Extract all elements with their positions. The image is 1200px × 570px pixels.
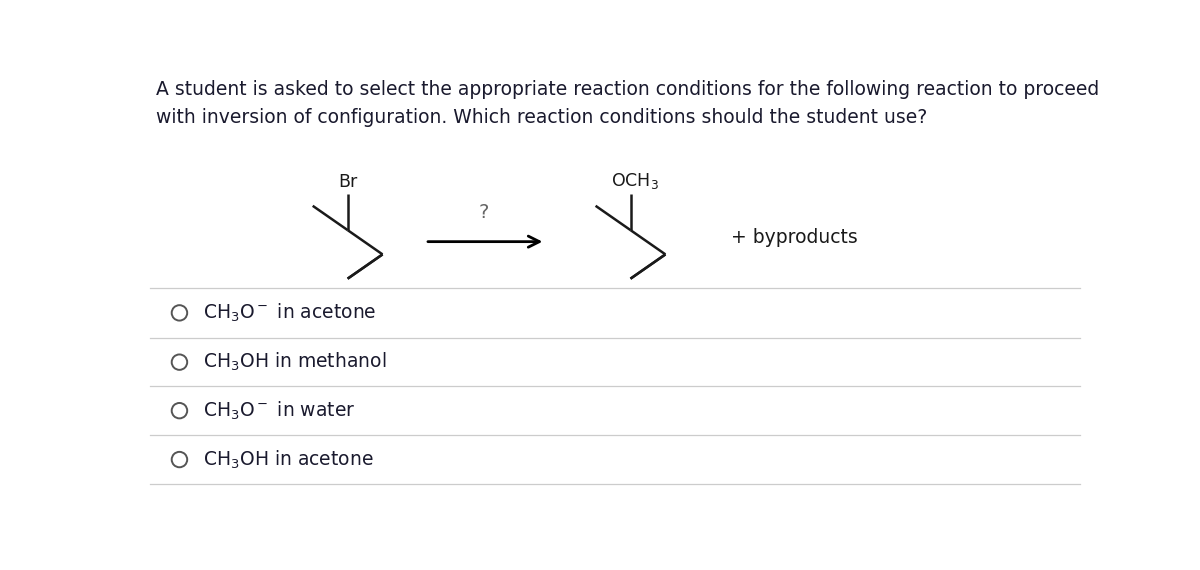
Text: A student is asked to select the appropriate reaction conditions for the followi: A student is asked to select the appropr… [156,80,1099,99]
Text: Br: Br [338,173,358,191]
Text: OCH$_3$: OCH$_3$ [611,171,659,191]
Text: with inversion of configuration. Which reaction conditions should the student us: with inversion of configuration. Which r… [156,108,928,128]
Text: ?: ? [478,203,488,222]
Text: CH$_3$OH in acetone: CH$_3$OH in acetone [203,449,373,471]
Text: CH$_3$OH in methanol: CH$_3$OH in methanol [203,351,386,373]
Text: CH$_3$O$^-$ in water: CH$_3$O$^-$ in water [203,400,355,422]
Text: CH$_3$O$^-$ in acetone: CH$_3$O$^-$ in acetone [203,302,376,324]
Text: + byproducts: + byproducts [731,229,858,247]
